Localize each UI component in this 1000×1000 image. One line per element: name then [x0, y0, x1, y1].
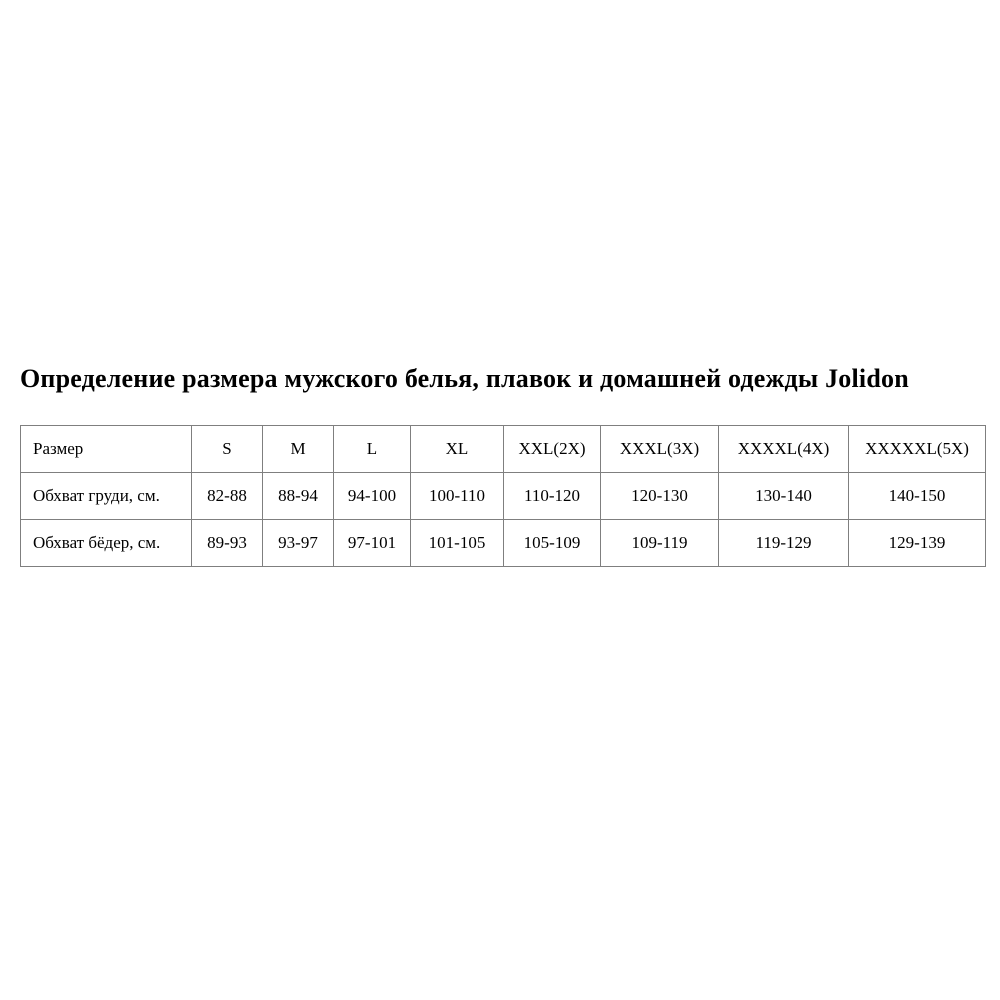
size-chart-table: Размер S M L XL XXL(2X) XXXL(3X) XXXXL(4… — [20, 425, 986, 567]
column-header-xxl: XXL(2X) — [503, 425, 601, 473]
column-header-s: S — [191, 425, 263, 473]
column-header-size: Размер — [20, 425, 192, 473]
hips-value-xxxl: 109-119 — [600, 519, 719, 567]
column-header-l: L — [333, 425, 411, 473]
column-header-xxxxxl: XXXXXL(5X) — [848, 425, 986, 473]
hips-value-xxl: 105-109 — [503, 519, 601, 567]
row-label-chest: Обхват груди, см. — [20, 472, 192, 520]
chest-value-xxxxxl: 140-150 — [848, 472, 986, 520]
row-label-hips: Обхват бёдер, см. — [20, 519, 192, 567]
column-header-xxxl: XXXL(3X) — [600, 425, 719, 473]
hips-value-s: 89-93 — [191, 519, 263, 567]
hips-value-l: 97-101 — [333, 519, 411, 567]
chest-value-m: 88-94 — [262, 472, 334, 520]
chest-value-xxl: 110-120 — [503, 472, 601, 520]
column-header-xl: XL — [410, 425, 504, 473]
chest-value-l: 94-100 — [333, 472, 411, 520]
column-header-xxxxl: XXXXL(4X) — [718, 425, 849, 473]
table-row-chest: Обхват груди, см. 82-88 88-94 94-100 100… — [20, 472, 986, 520]
chest-value-xl: 100-110 — [410, 472, 504, 520]
chest-value-s: 82-88 — [191, 472, 263, 520]
page-title: Определение размера мужского белья, плав… — [20, 364, 909, 393]
chest-value-xxxl: 120-130 — [600, 472, 719, 520]
hips-value-xxxxxl: 129-139 — [848, 519, 986, 567]
column-header-m: M — [262, 425, 334, 473]
hips-value-m: 93-97 — [262, 519, 334, 567]
table-header-row: Размер S M L XL XXL(2X) XXXL(3X) XXXXL(4… — [20, 425, 986, 473]
table-row-hips: Обхват бёдер, см. 89-93 93-97 97-101 101… — [20, 519, 986, 567]
chest-value-xxxxl: 130-140 — [718, 472, 849, 520]
hips-value-xl: 101-105 — [410, 519, 504, 567]
hips-value-xxxxl: 119-129 — [718, 519, 849, 567]
